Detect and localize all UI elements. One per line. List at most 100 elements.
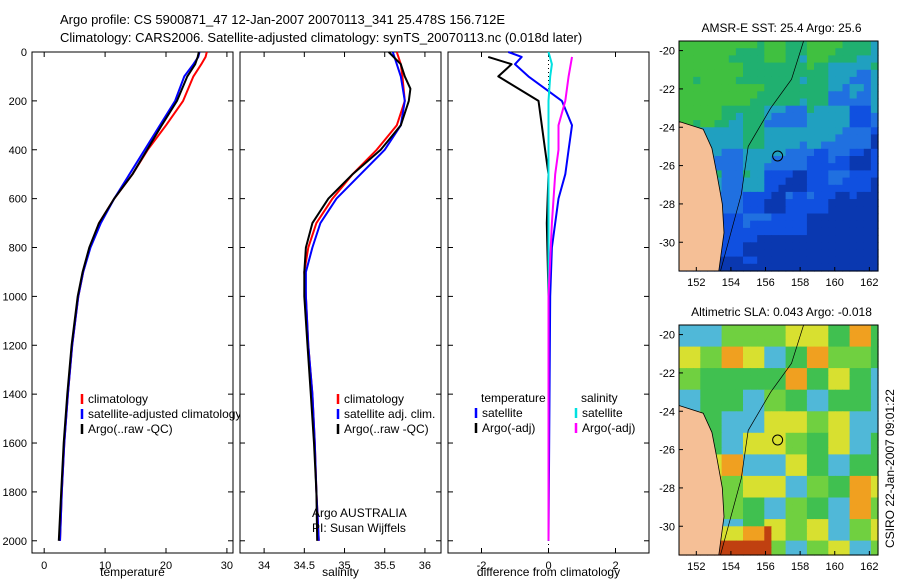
sla_map-cell: [757, 447, 765, 455]
sla_map-cell: [693, 339, 701, 348]
sst_map-cell: [806, 191, 815, 200]
sla_map-cell: [835, 461, 844, 470]
sst_map-cell: [806, 76, 815, 85]
sst_map-cell: [743, 84, 751, 92]
sst_map-cell: [721, 69, 730, 78]
sst_map-cell: [743, 184, 751, 193]
sla_map-cell: [757, 325, 765, 333]
sla_map-cell: [750, 475, 758, 484]
sst_map-cell: [778, 206, 787, 215]
sst_map-cell: [735, 227, 744, 236]
sla_map-xtick-label: 160: [826, 561, 844, 573]
sla_map-cell: [778, 418, 787, 427]
sst_map-cell: [750, 184, 758, 193]
sla_map-cell: [849, 425, 858, 434]
sst_map-cell: [764, 163, 772, 171]
sst_map-cell: [728, 112, 737, 121]
sla_map-cell: [686, 332, 694, 340]
sst_map-cell: [714, 84, 723, 92]
sla_map-cell: [828, 490, 836, 499]
sla_map-cell: [743, 346, 751, 355]
sst_map-cell: [863, 127, 872, 136]
sst_map-cell: [714, 69, 723, 78]
sst_map-cell: [835, 206, 844, 215]
sla_map-cell: [806, 418, 815, 427]
sst_map-cell: [814, 134, 822, 143]
sla_map-cell: [721, 411, 730, 420]
sla_map-cell: [735, 425, 744, 434]
sst_map-cell: [806, 256, 815, 265]
sst_map-cell: [806, 249, 815, 258]
sla_map-cell: [778, 533, 787, 542]
sla_map-cell: [849, 404, 858, 412]
sla_map-cell: [849, 396, 858, 405]
sla_map-cell: [863, 483, 872, 491]
sla_map-cell: [785, 432, 794, 441]
sla_map-cell: [721, 418, 730, 427]
sla_map-cell: [735, 461, 744, 470]
sla_map-cell: [693, 325, 701, 333]
sla_map-cell: [735, 353, 744, 362]
sst_map-cell: [842, 76, 851, 85]
sla_map-cell: [863, 440, 872, 448]
sla_map-cell: [707, 332, 716, 340]
sla_map-cell: [792, 418, 801, 427]
sla_map-cell: [771, 483, 780, 491]
sla_map-cell: [714, 382, 723, 391]
sla_map-cell: [828, 519, 836, 527]
sla_map-cell: [778, 411, 787, 420]
sst_map-cell: [728, 163, 737, 171]
sst_map-cell: [764, 263, 772, 272]
sst_map-cell: [821, 141, 829, 150]
sst_map-cell: [771, 55, 780, 64]
sla_map-cell: [721, 497, 730, 506]
sla_map-cell: [849, 432, 858, 441]
sst_map-cell: [735, 206, 744, 215]
sst_map-cell: [835, 249, 844, 258]
sst_map-cell: [856, 105, 865, 114]
sla_map-cell: [870, 360, 879, 369]
sst_map-ytick-label: -26: [659, 161, 675, 173]
sst_map-cell: [778, 156, 787, 164]
sst_map-cell: [856, 156, 865, 164]
sla_map-cell: [778, 454, 787, 463]
sla_map-cell: [842, 454, 851, 463]
sla_map-cell: [700, 396, 708, 405]
sla_map-cell: [778, 368, 787, 376]
sst_map-cell: [757, 91, 765, 100]
sla_map-cell: [870, 468, 879, 477]
sla_map-cell: [863, 454, 872, 463]
sla_map-cell: [785, 490, 794, 499]
sla_map-cell: [700, 332, 708, 340]
sst_map-cell: [863, 112, 872, 121]
sla_map-cell: [821, 533, 829, 542]
sla_map-cell: [842, 461, 851, 470]
sst_map-cell: [764, 69, 772, 78]
sst_map-cell: [785, 242, 794, 251]
sla_map-cell: [821, 353, 829, 362]
sla_map-cell: [714, 368, 723, 376]
sla_map-cell: [792, 382, 801, 391]
sst_map-cell: [721, 256, 730, 265]
sla_map-cell: [778, 360, 787, 369]
sst_map-cell: [743, 105, 751, 114]
sst_map-cell: [835, 263, 844, 272]
sst_map-cell: [735, 213, 744, 222]
sst_map-cell: [821, 206, 829, 215]
sla_map-cell: [764, 533, 772, 542]
sst_map-cell: [870, 120, 879, 128]
sla_map-cell: [821, 332, 829, 340]
sla_map-cell: [842, 447, 851, 455]
sst_map-cell: [714, 163, 723, 171]
sst_map-cell: [743, 263, 751, 272]
title-line-2: Climatology: CARS2006. Satellite-adjuste…: [60, 30, 582, 45]
sst_map-cell: [721, 191, 730, 200]
sla_map-cell: [785, 497, 794, 506]
sst_map-cell: [743, 48, 751, 56]
sla_map-cell: [785, 368, 794, 376]
sst_map-cell: [750, 127, 758, 136]
sla_map-cell: [792, 511, 801, 520]
sla_map-cell: [686, 389, 694, 398]
sla_map-cell: [700, 368, 708, 376]
